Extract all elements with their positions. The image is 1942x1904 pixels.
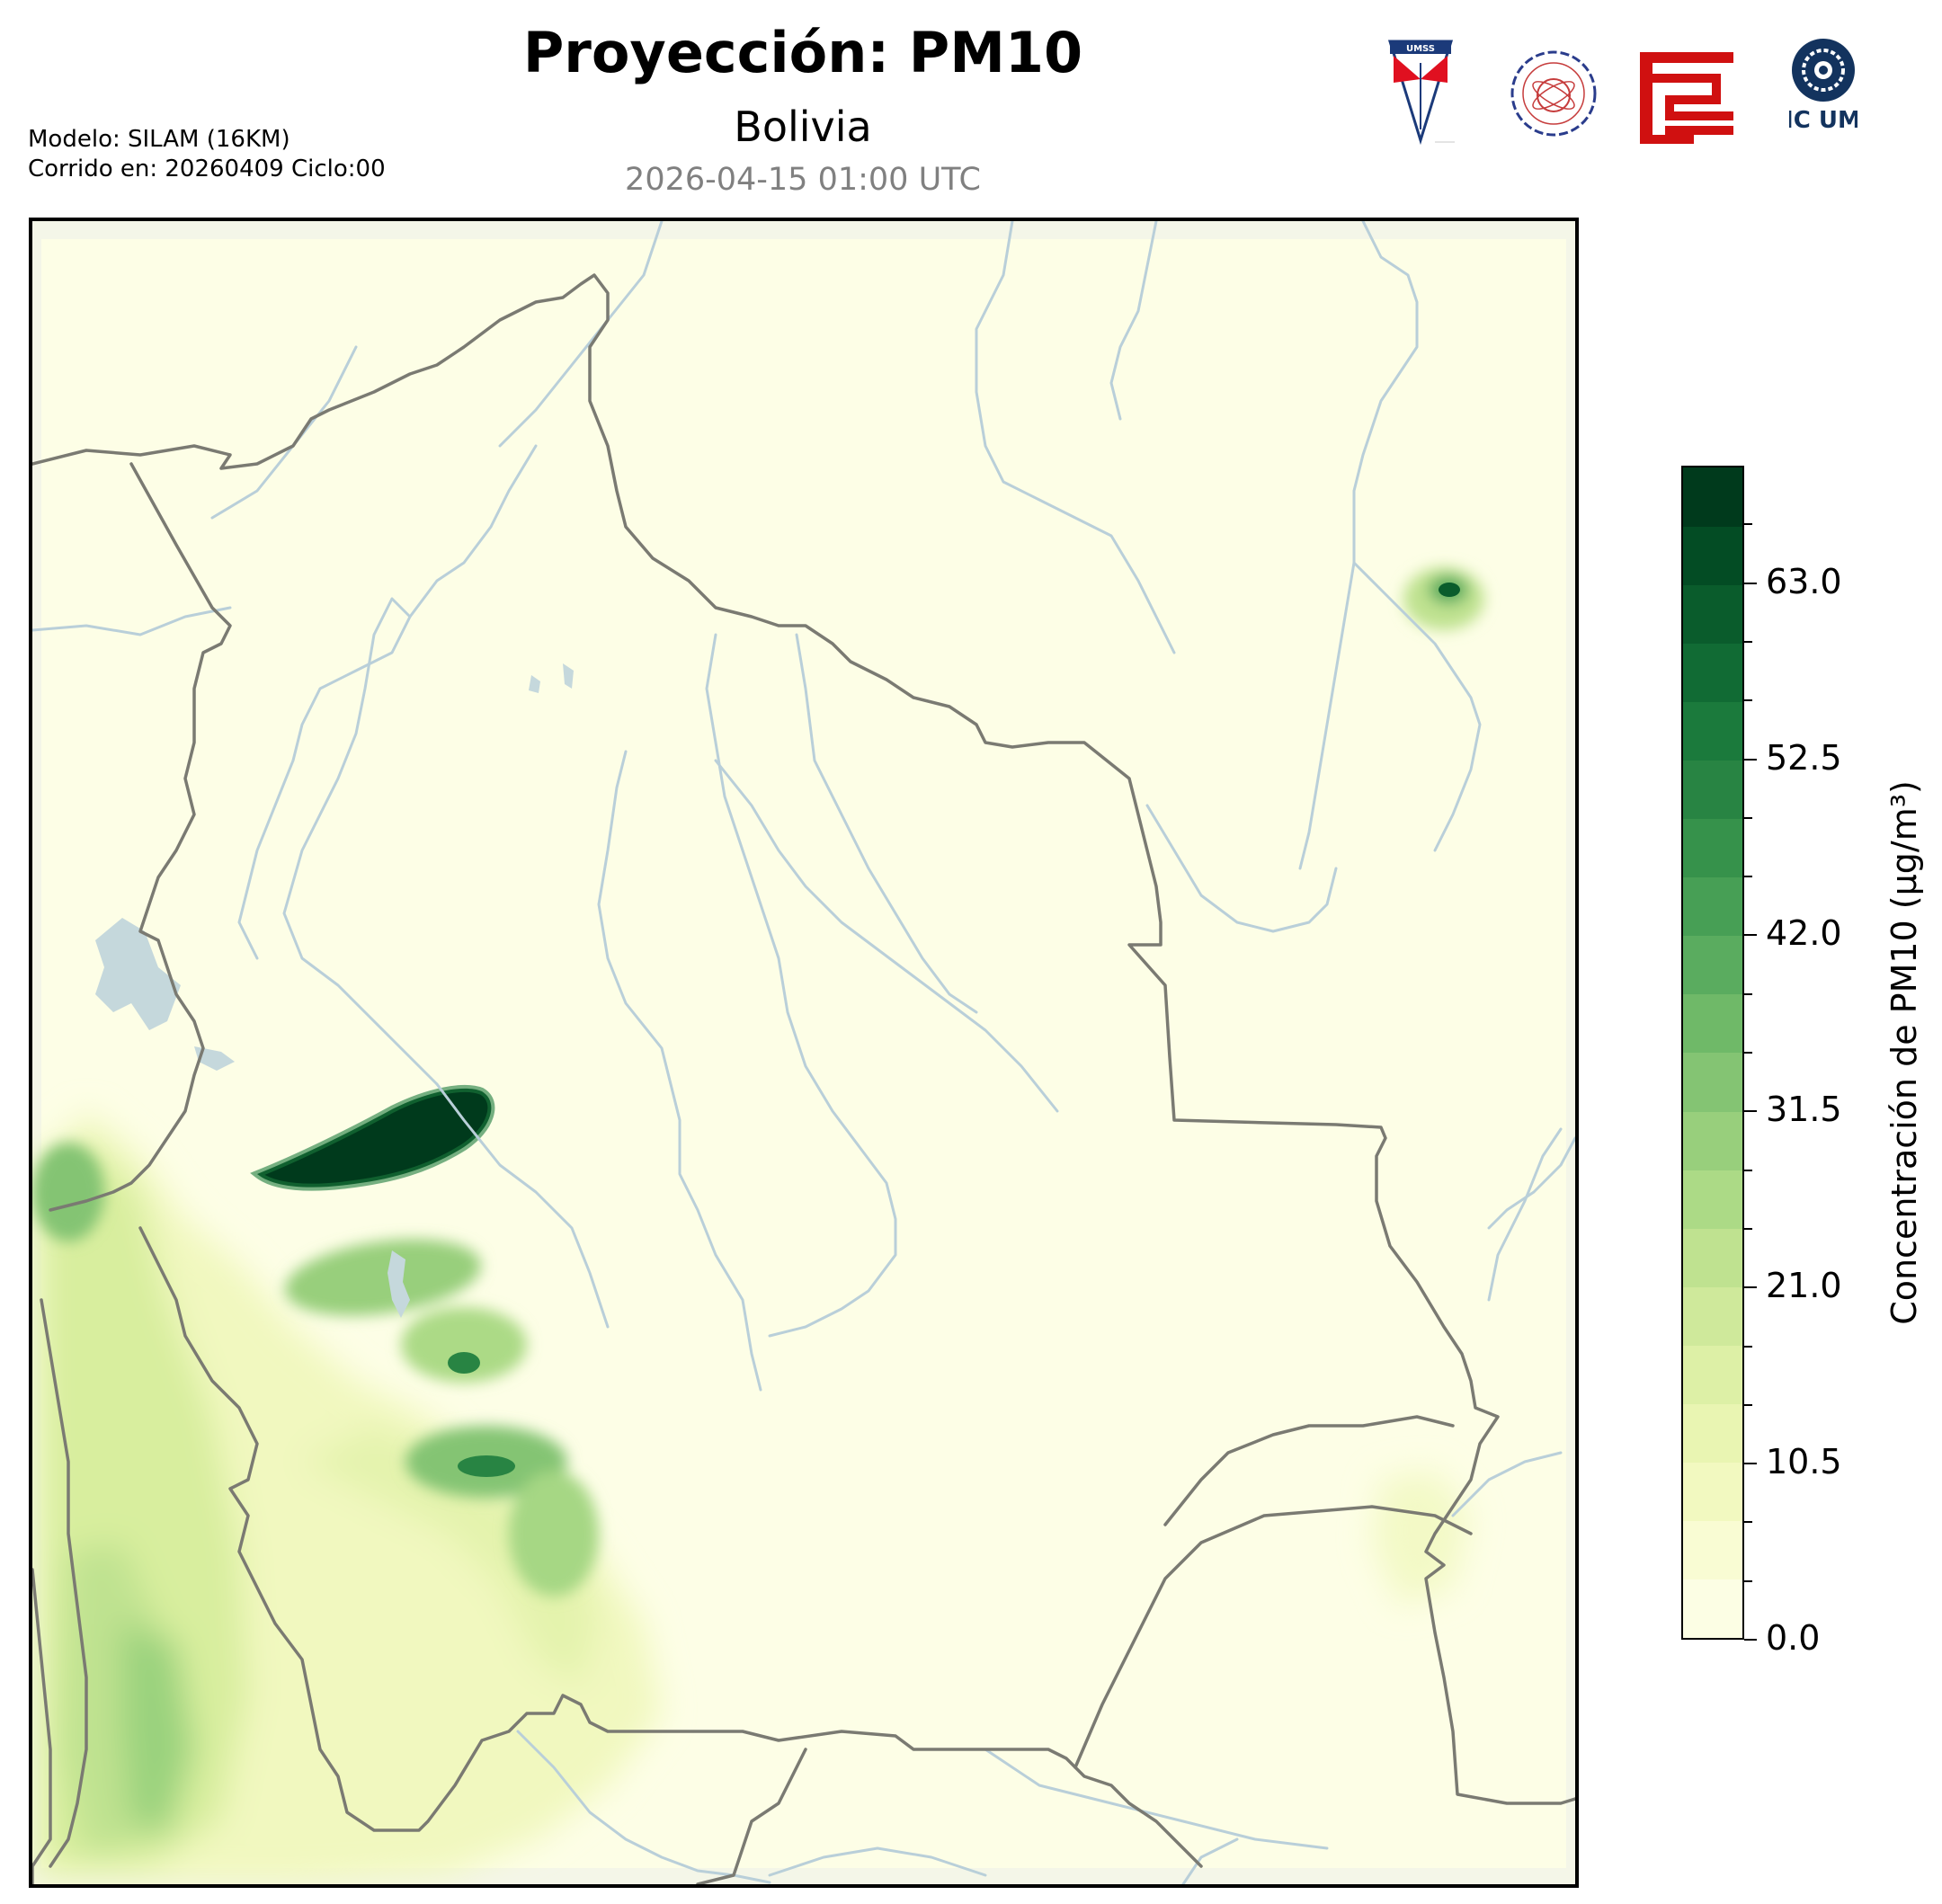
- colorbar-minor-tick: [1744, 876, 1752, 878]
- colorbar-band: [1683, 993, 1742, 1054]
- colorbar-band: [1683, 935, 1742, 995]
- colorbar-band: [1683, 1170, 1742, 1229]
- colorbar-tick: [1744, 1463, 1757, 1465]
- colorbar-minor-tick: [1744, 1227, 1752, 1230]
- cmc-umss-logo: CMC UMSS: [1753, 36, 1893, 155]
- colorbar-minor-tick: [1744, 523, 1752, 526]
- colorbar-bands: [1683, 467, 1742, 1639]
- colorbar-tick: [1744, 1286, 1757, 1289]
- colorbar: [1681, 466, 1744, 1640]
- colorbar-band: [1683, 760, 1742, 820]
- concentration-field-west: [32, 1111, 1471, 1884]
- colorbar-label: Concentración de PM10 (µg/m³): [1884, 780, 1924, 1325]
- umss-shield-logo: UMSS: [1385, 36, 1456, 146]
- model-info: Modelo: SILAM (16KM): [28, 126, 290, 153]
- departamento-fisica-seal: [1507, 47, 1600, 140]
- colorbar-tick-label: 21.0: [1766, 1266, 1842, 1306]
- colorbar-minor-tick: [1744, 816, 1752, 819]
- colorbar-minor-tick: [1744, 699, 1752, 702]
- concentration-plume-core: [250, 1084, 515, 1477]
- colorbar-band: [1683, 701, 1742, 761]
- colorbar-band: [1683, 526, 1742, 585]
- colorbar-band: [1683, 818, 1742, 878]
- colorbar-minor-tick: [1744, 1403, 1752, 1406]
- colorbar-tick: [1744, 582, 1757, 584]
- chart-subtitle: Bolivia: [734, 102, 872, 151]
- colorbar-minor-tick: [1744, 992, 1752, 995]
- lakes: [95, 663, 574, 1318]
- colorbar-minor-tick: [1744, 1579, 1752, 1582]
- colorbar-minor-tick: [1744, 1345, 1752, 1348]
- colorbar-tick-label: 63.0: [1766, 561, 1842, 601]
- colorbar-minor-tick: [1744, 1169, 1752, 1171]
- red-emblem-logo: [1640, 52, 1733, 144]
- country-borders: [32, 273, 1575, 1884]
- colorbar-band: [1683, 1579, 1742, 1639]
- colorbar-band: [1683, 1286, 1742, 1346]
- colorbar-tick: [1744, 1110, 1757, 1113]
- rivers: [32, 221, 1575, 1884]
- colorbar-band: [1683, 1111, 1742, 1170]
- forecast-timestamp: 2026-04-15 01:00 UTC: [625, 162, 981, 198]
- concentration-hotspot-1: [32, 1143, 599, 1597]
- colorbar-band: [1683, 467, 1742, 527]
- colorbar-tick-label: 10.5: [1766, 1442, 1842, 1482]
- colorbar-band: [1683, 643, 1742, 702]
- colorbar-tick-label: 31.5: [1766, 1090, 1842, 1130]
- colorbar-minor-tick: [1744, 640, 1752, 643]
- colorbar-tick: [1744, 934, 1757, 937]
- colorbar-band: [1683, 1228, 1742, 1287]
- colorbar-tick-label: 42.0: [1766, 913, 1842, 954]
- colorbar-minor-tick: [1744, 1052, 1752, 1054]
- colorbar-band: [1683, 1462, 1742, 1522]
- colorbar-band: [1683, 876, 1742, 937]
- colorbar-band: [1683, 1053, 1742, 1112]
- colorbar-band: [1683, 584, 1742, 644]
- colorbar-tick: [1744, 1639, 1757, 1641]
- hotspot-core-northeast: [1439, 583, 1460, 597]
- umss-logo-text: UMSS: [1406, 44, 1435, 54]
- chart-title: Proyección: PM10: [522, 20, 1083, 85]
- colorbar-tick-label: 0.0: [1766, 1618, 1821, 1658]
- colorbar-tick-label: 52.5: [1766, 737, 1842, 778]
- cmc-logo-text: CMC UMSS: [1789, 107, 1857, 134]
- concentration-hotspot-northeast: [1403, 567, 1484, 630]
- colorbar-band: [1683, 1403, 1742, 1464]
- colorbar-band: [1683, 1345, 1742, 1405]
- pm10-map: [29, 218, 1579, 1888]
- colorbar-minor-tick: [1744, 1521, 1752, 1524]
- run-info: Corrido en: 20260409 Ciclo:00: [28, 156, 386, 182]
- colorbar-tick: [1744, 758, 1757, 761]
- colorbar-band: [1683, 1520, 1742, 1580]
